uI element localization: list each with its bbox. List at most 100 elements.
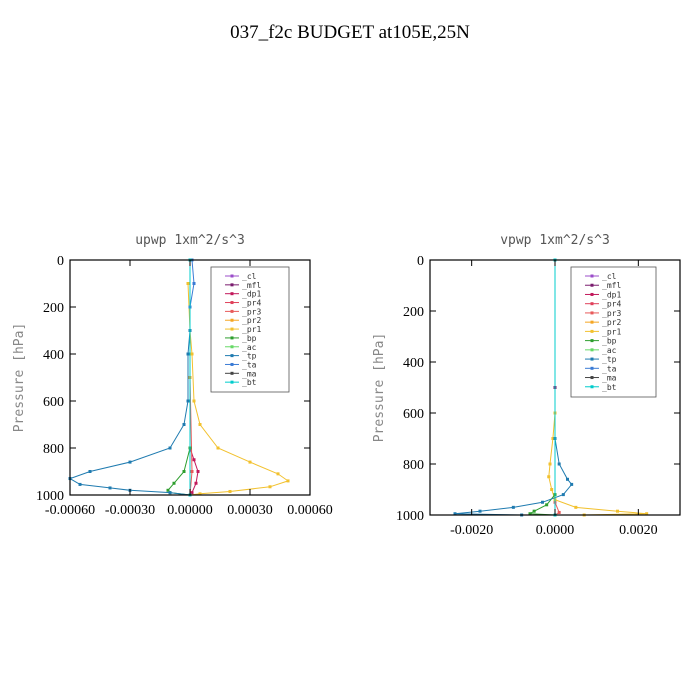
- y-tick-label: 0: [57, 254, 64, 269]
- x-tick-label: 0.00000: [167, 503, 213, 518]
- legend-marker: [230, 345, 234, 349]
- series-marker: [548, 462, 552, 466]
- series-marker: [541, 500, 544, 504]
- panel-title: upwp 1xm^2/s^3: [135, 233, 245, 248]
- legend-marker: [590, 348, 594, 352]
- series-marker: [528, 512, 532, 516]
- y-tick-label: 1000: [36, 489, 64, 504]
- legend-marker: [230, 283, 234, 287]
- series-marker: [194, 481, 198, 485]
- legend-box: [570, 266, 657, 398]
- series-marker: [186, 399, 190, 403]
- x-tick-label: -0.0020: [450, 523, 493, 538]
- x-tick-label: 0.00030: [227, 503, 273, 518]
- legend-marker: [590, 385, 594, 389]
- y-tick-label: 600: [43, 395, 64, 410]
- series-marker: [561, 493, 565, 497]
- legend-marker: [230, 318, 234, 322]
- legend-marker: [590, 339, 594, 343]
- series-tp: [68, 258, 192, 497]
- legend-box: [210, 266, 290, 393]
- series-marker: [216, 446, 220, 450]
- series-marker: [166, 488, 170, 492]
- series-marker: [570, 482, 574, 486]
- y-tick-label: 200: [43, 301, 64, 316]
- series-marker: [550, 488, 554, 491]
- legend-label: _ac: [602, 346, 617, 355]
- chart-panel-upwp: upwp 1xm^2/s^3 Pressure [hPa] 0 200 400 600 80…: [12, 233, 333, 518]
- legend-marker: [230, 274, 234, 278]
- series-marker: [547, 475, 551, 479]
- series-marker: [168, 491, 172, 495]
- legend-label: _ac: [242, 343, 257, 352]
- series-marker: [453, 512, 457, 516]
- series-marker: [557, 462, 561, 466]
- series-marker: [551, 437, 555, 440]
- series-marker: [182, 423, 186, 426]
- legend-marker: [230, 309, 234, 313]
- y-tick-label: 800: [43, 442, 64, 457]
- series-marker: [228, 489, 232, 493]
- series-marker: [192, 282, 196, 285]
- legend-label: _bp: [602, 337, 617, 346]
- series-marker: [645, 512, 649, 516]
- series-marker: [186, 282, 190, 285]
- legend-label: _ma: [242, 369, 257, 378]
- series-marker: [88, 470, 92, 473]
- series-marker: [248, 460, 252, 464]
- series-marker: [198, 492, 202, 496]
- series-marker: [286, 479, 290, 483]
- series-bp: [528, 258, 557, 517]
- legend-label: _pr2: [242, 316, 261, 325]
- legend-label: _bt: [242, 378, 257, 387]
- series-marker: [182, 470, 186, 473]
- x-tick-label: 0.00060: [287, 503, 333, 518]
- legend-label: _pr2: [602, 318, 621, 327]
- series-marker: [190, 470, 194, 473]
- y-axis-label: Pressure [hPa]: [12, 323, 27, 433]
- x-tick-label: 0.0000: [536, 523, 575, 538]
- legend-marker: [590, 366, 594, 370]
- legend-marker: [590, 376, 594, 380]
- series-marker: [268, 485, 272, 489]
- series-marker: [128, 460, 132, 464]
- series-marker: [478, 509, 482, 513]
- series-marker: [276, 472, 280, 476]
- y-tick-label: 1000: [396, 509, 424, 524]
- legend-label: _cl: [602, 272, 617, 281]
- legend-marker: [230, 371, 234, 375]
- series-marker: [566, 477, 569, 481]
- legend-marker: [590, 320, 594, 324]
- legend: _cl_mfl_dp1_pr4_pr3_pr2_pr1_bp_ac_tp_ta_…: [210, 266, 290, 393]
- legend-label: _pr3: [242, 307, 261, 316]
- legend-marker: [590, 311, 594, 315]
- series-marker: [616, 509, 619, 513]
- chart-panel-vpwp: vpwp 1xm^2/s^3 Pressure [hPa] 0 200 400 600 80…: [372, 233, 681, 538]
- legend-label: _dp1: [602, 290, 621, 299]
- series-marker: [198, 423, 202, 426]
- legend-label: _bp: [242, 334, 257, 343]
- legend-label: _pr1: [242, 325, 261, 334]
- y-tick-label: 0: [417, 254, 424, 269]
- series-marker: [196, 470, 200, 473]
- legend-label: _pr1: [602, 327, 621, 336]
- legend-marker: [230, 292, 234, 296]
- y-tick-label: 600: [403, 407, 424, 422]
- legend-label: _mfl: [242, 281, 261, 290]
- y-axis-label: Pressure [hPa]: [372, 333, 387, 443]
- legend-marker: [230, 327, 234, 331]
- panel-title: vpwp 1xm^2/s^3: [500, 233, 610, 248]
- series-marker: [78, 482, 82, 486]
- y-tick-label: 400: [43, 348, 64, 363]
- legend-marker: [590, 302, 594, 306]
- series-line: [167, 260, 191, 496]
- series-marker: [190, 352, 194, 356]
- legend-marker: [230, 362, 234, 366]
- series-line: [68, 260, 191, 496]
- legend-label: _tp: [602, 355, 617, 364]
- series-marker: [545, 503, 549, 507]
- legend-label: _ta: [242, 360, 257, 369]
- series-line: [528, 260, 556, 516]
- legend-marker: [590, 283, 594, 287]
